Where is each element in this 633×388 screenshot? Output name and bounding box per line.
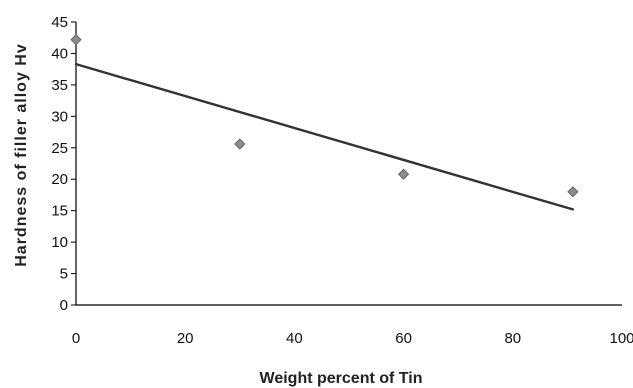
y-tick-label: 10: [51, 234, 68, 251]
x-tick-label: 40: [286, 330, 303, 347]
data-point: [398, 168, 410, 180]
y-tick-labels: 0 5 10 15 20 25 30 35 40 45: [51, 14, 68, 314]
trendline-layer: [74, 62, 575, 211]
x-tick-label: 20: [177, 330, 194, 347]
y-axis-title: Hardness of filler alloy Hv: [13, 43, 30, 267]
y-tick-label: 5: [60, 266, 68, 283]
x-tick-label: 60: [395, 330, 412, 347]
data-point: [567, 186, 579, 198]
y-tick-label: 20: [51, 171, 68, 188]
y-tick-label: 45: [51, 14, 68, 31]
trendline: [74, 62, 575, 211]
y-tick-label: 40: [51, 45, 68, 62]
points-layer: [70, 34, 579, 198]
data-point: [234, 138, 246, 150]
x-tick-labels: 0 20 40 60 80 100: [72, 330, 633, 347]
y-tick-label: 25: [51, 140, 68, 157]
y-tick-label: 30: [51, 108, 68, 125]
y-axis: [71, 21, 77, 306]
y-tick-label: 0: [60, 297, 68, 314]
y-tick-label: 15: [51, 203, 68, 220]
x-tick-label: 80: [504, 330, 521, 347]
y-tick-label: 35: [51, 77, 68, 94]
data-point: [70, 34, 82, 46]
x-tick-label: 100: [609, 330, 633, 347]
x-axis-title: Weight percent of Tin: [260, 370, 423, 387]
x-tick-label: 0: [72, 330, 80, 347]
